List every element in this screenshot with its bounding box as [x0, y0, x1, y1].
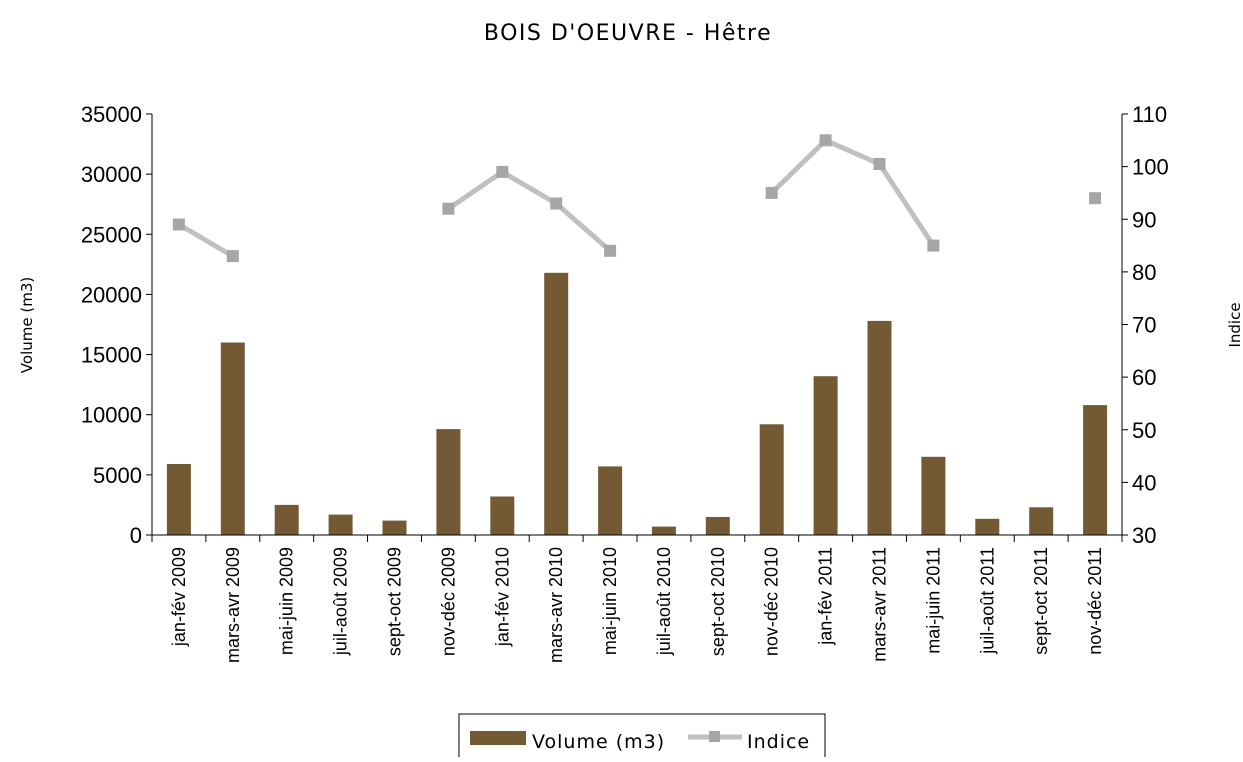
bar-volume-7: [544, 272, 569, 535]
bar-volume-8: [598, 466, 623, 535]
bar-volume-10: [705, 517, 730, 535]
y-tick-label-6: 30000: [81, 162, 142, 187]
legend-label-indice: Indice: [747, 731, 810, 753]
indice-line-group: [172, 134, 1102, 263]
legend: Volume (m3) Indice: [458, 713, 826, 759]
indice-line-segment-2: [769, 137, 936, 247]
legend-marker-indice: [709, 731, 720, 742]
bar-volume-3: [328, 514, 353, 535]
bar-volume-1: [220, 342, 245, 535]
category-label-10: sept-oct 2010: [708, 547, 728, 656]
indice-point-1: [226, 250, 239, 263]
bar-volume-5: [436, 429, 461, 535]
y2-tick-label-2: 50: [1132, 418, 1156, 443]
legend-swatch-volume: [470, 731, 526, 745]
indice-point-11: [765, 186, 778, 199]
indice-line-segment-0: [177, 222, 235, 259]
bar-volume-14: [921, 456, 946, 535]
y-tick-label-5: 25000: [81, 222, 142, 247]
indice-point-17: [1089, 192, 1102, 205]
y2-tick-label-0: 30: [1132, 523, 1156, 548]
y2-tick-label-5: 80: [1132, 260, 1156, 285]
y2-tick-label-1: 40: [1132, 470, 1156, 495]
bar-volume-9: [651, 526, 676, 535]
bar-volume-6: [490, 496, 515, 535]
category-label-13: mars-avr 2011: [870, 547, 890, 662]
y2-axis-label: Indice: [1226, 302, 1243, 347]
bar-volume-12: [813, 376, 838, 535]
category-label-14: mai-juin 2011: [923, 547, 943, 654]
indice-point-5: [442, 202, 455, 215]
y-tick-label-0: 0: [130, 523, 142, 548]
chart-title: BOIS D'OEUVRE - Hêtre: [484, 21, 772, 46]
y-tick-label-3: 15000: [81, 343, 142, 368]
indice-point-12: [819, 134, 832, 147]
y-axis-label: Volume (m3): [18, 277, 36, 373]
category-label-12: jan-fév 2011: [816, 547, 836, 646]
y2-tick-label-8: 110: [1132, 102, 1167, 127]
indice-line-segment-1: [446, 169, 612, 253]
y2-tick-label-3: 60: [1132, 365, 1156, 390]
indice-point-7: [550, 197, 563, 210]
indice-point-6: [496, 165, 509, 178]
tick-labels-group: 0 5000 10000 15000 20000 25000 30000 35000 30 40 5…: [81, 102, 1169, 548]
bar-volume-13: [867, 320, 892, 535]
y-tick-label-4: 20000: [81, 282, 142, 307]
bar-volume-15: [975, 518, 1000, 535]
y2-tick-label-4: 70: [1132, 313, 1156, 338]
y-tick-label-2: 10000: [81, 403, 142, 428]
indice-point-8: [604, 244, 617, 257]
indice-point-14: [927, 239, 940, 252]
category-label-0: jan-fév 2009: [169, 547, 189, 647]
y2-tick-label-7: 100: [1132, 155, 1169, 180]
category-label-7: mars-avr 2010: [546, 547, 566, 663]
category-label-11: nov-déc 2010: [762, 547, 782, 656]
bar-volume-2: [274, 504, 299, 535]
category-label-5: nov-déc 2009: [438, 547, 458, 656]
category-label-4: sept-oct 2009: [385, 547, 405, 656]
category-label-8: mai-juin 2010: [600, 547, 620, 655]
category-label-6: jan-fév 2010: [492, 547, 512, 647]
y2-tick-label-6: 90: [1132, 207, 1156, 232]
category-label-3: juil-août 2009: [331, 547, 351, 656]
axes-group: [146, 113, 1128, 542]
indice-point-0: [172, 218, 185, 231]
category-label-15: juil-août 2011: [977, 547, 997, 655]
y-tick-label-1: 5000: [93, 463, 142, 488]
category-label-16: sept-oct 2011: [1031, 547, 1051, 655]
indice-point-13: [873, 158, 886, 170]
category-labels-group: jan-fév 2009 mars-avr 2009 mai-juin 2009 ju…: [169, 547, 1105, 663]
y-tick-label-7: 35000: [81, 102, 142, 127]
legend-label-volume: Volume (m3): [532, 731, 665, 753]
bar-volume-17: [1083, 405, 1108, 535]
category-label-2: mai-juin 2009: [277, 547, 297, 655]
bars-group: [166, 272, 1108, 535]
bar-volume-16: [1029, 507, 1054, 535]
bar-volume-4: [382, 520, 407, 535]
category-label-9: juil-août 2010: [654, 547, 674, 656]
bar-volume-11: [759, 424, 784, 535]
category-label-1: mars-avr 2009: [223, 547, 243, 663]
bar-volume-0: [166, 464, 191, 535]
category-label-17: nov-déc 2011: [1085, 547, 1105, 655]
